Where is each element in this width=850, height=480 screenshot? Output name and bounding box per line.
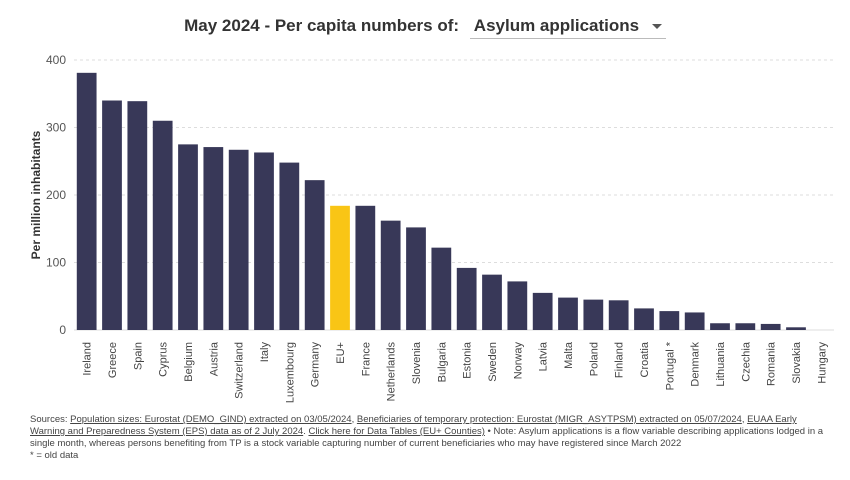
bar-chart: 0 100 200 300 400 Per million inhabitants Irel… bbox=[29, 53, 834, 403]
y-axis-label: Per million inhabitants bbox=[29, 130, 43, 259]
x-tick-label: Portugal * bbox=[664, 341, 676, 390]
source-link-population[interactable]: Population sizes: Eurostat (DEMO_GIND) e… bbox=[70, 414, 352, 425]
bar-portugal bbox=[659, 311, 680, 330]
x-tick-label: EU+ bbox=[335, 342, 347, 364]
x-tick-label: Greece bbox=[107, 342, 119, 378]
x-tick-label: Norway bbox=[512, 342, 524, 380]
bar-italy bbox=[254, 152, 274, 330]
x-tick-label: Hungary bbox=[816, 342, 828, 384]
x-tick-label: Italy bbox=[259, 342, 271, 363]
x-tick-label: Germany bbox=[310, 342, 322, 388]
bar-slovakia bbox=[786, 327, 806, 330]
x-tick-label: Switzerland bbox=[234, 342, 246, 399]
data-tables-link[interactable]: Click here for Data Tables (EU+ Counties… bbox=[308, 426, 485, 437]
y-tick-label: 300 bbox=[46, 121, 66, 135]
y-tick-label: 100 bbox=[46, 256, 66, 270]
x-tick-label: Slovakia bbox=[791, 341, 803, 383]
bar-romania bbox=[760, 323, 781, 330]
metric-dropdown-value: Asylum applications bbox=[473, 16, 640, 35]
y-tick-label: 0 bbox=[59, 323, 66, 337]
x-tick-label: Romania bbox=[766, 341, 778, 386]
bar-ireland bbox=[76, 72, 97, 330]
separator: , bbox=[741, 414, 748, 425]
sources-prefix: Sources: bbox=[30, 414, 71, 425]
bar-greece bbox=[102, 100, 122, 330]
metric-dropdown[interactable]: Asylum applications bbox=[469, 16, 666, 39]
bar-spain bbox=[127, 101, 148, 330]
bar-luxembourg bbox=[279, 162, 300, 330]
separator: . bbox=[303, 426, 309, 437]
bar-lithuania bbox=[710, 323, 730, 330]
x-tick-label: Slovenia bbox=[411, 341, 423, 384]
bar-estonia bbox=[456, 267, 477, 330]
x-tick-label: Cyprus bbox=[158, 342, 170, 377]
x-tick-label: Czechia bbox=[740, 341, 752, 382]
bar-austria bbox=[203, 147, 224, 330]
bar-switzerland bbox=[228, 149, 249, 330]
bar-slovenia bbox=[406, 227, 426, 330]
bar-czechia bbox=[735, 323, 756, 330]
bar-latvia bbox=[532, 292, 553, 330]
x-tick-label: Netherlands bbox=[386, 342, 398, 402]
x-tick-label: France bbox=[360, 342, 372, 376]
x-tick-label: Malta bbox=[563, 341, 575, 369]
bar-eu bbox=[330, 205, 350, 330]
y-tick-label: 400 bbox=[46, 53, 66, 67]
x-tick-label: Austria bbox=[208, 341, 220, 376]
old-data-note: * = old data bbox=[30, 450, 79, 461]
separator: , bbox=[351, 414, 357, 425]
x-tick-label: Ireland bbox=[82, 342, 94, 376]
x-tick-label: Sweden bbox=[487, 342, 499, 382]
bar-poland bbox=[583, 299, 604, 330]
x-tick-label: Bulgaria bbox=[436, 341, 448, 382]
source-link-temporary-protection[interactable]: Beneficiaries of temporary protection: E… bbox=[356, 414, 742, 425]
x-tick-label: Poland bbox=[588, 342, 600, 376]
bar-croatia bbox=[634, 308, 654, 330]
x-tick-label: Estonia bbox=[462, 341, 474, 379]
x-tick-label: Denmark bbox=[690, 342, 702, 387]
sources-footer: Sources: Population sizes: Eurostat (DEM… bbox=[30, 414, 830, 462]
bar-sweden bbox=[482, 274, 502, 330]
bar-denmark bbox=[684, 312, 705, 330]
y-tick-label: 200 bbox=[46, 188, 66, 202]
x-tick-label: Luxembourg bbox=[284, 342, 296, 403]
footer-note: • Note: Asylum applications is a flow va… bbox=[30, 426, 824, 449]
chevron-down-icon bbox=[651, 24, 662, 30]
bar-bulgaria bbox=[431, 247, 452, 330]
bar-norway bbox=[507, 281, 528, 330]
bar-malta bbox=[558, 297, 578, 330]
x-tick-label: Croatia bbox=[639, 341, 651, 377]
bar-finland bbox=[608, 300, 629, 330]
bar-cyprus bbox=[152, 120, 173, 330]
x-tick-label: Finland bbox=[614, 342, 626, 378]
x-tick-label: Lithuania bbox=[715, 341, 727, 387]
bar-germany bbox=[304, 180, 325, 330]
x-tick-label: Latvia bbox=[538, 341, 550, 371]
title-prefix: May 2024 - Per capita numbers of: bbox=[184, 16, 460, 35]
bar-belgium bbox=[178, 144, 198, 330]
chart-title: May 2024 - Per capita numbers of: Asylum… bbox=[0, 16, 850, 39]
bar-netherlands bbox=[380, 220, 401, 330]
x-tick-label: Spain bbox=[132, 342, 144, 370]
x-tick-label: Belgium bbox=[183, 342, 195, 382]
bar-france bbox=[355, 205, 376, 330]
source-link-euaa-eps[interactable]: EUAA Early Warning and Preparedness Syst… bbox=[30, 414, 797, 437]
